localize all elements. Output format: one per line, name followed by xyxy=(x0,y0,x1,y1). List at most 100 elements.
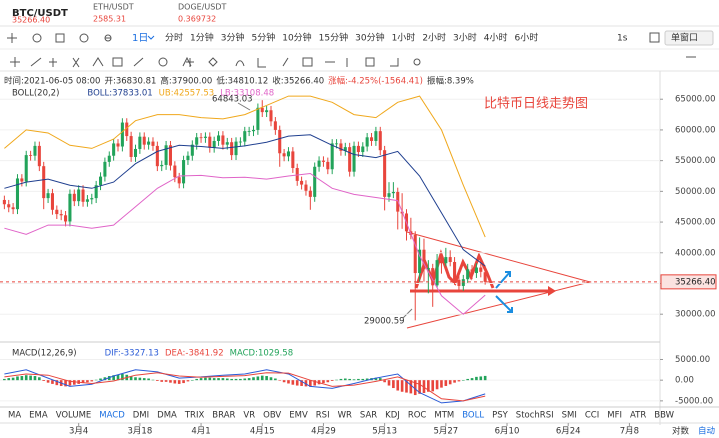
period-tab[interactable]: 30分钟 xyxy=(355,32,384,44)
period-tab[interactable]: 6小时 xyxy=(515,32,539,44)
macd-bar xyxy=(230,378,233,381)
ticker-symbol[interactable]: BTC/USDT xyxy=(12,8,68,19)
macd-bar xyxy=(217,378,220,381)
indicator-tab[interactable]: TRIX xyxy=(184,411,205,421)
macd-bar xyxy=(265,376,268,381)
candle-body xyxy=(431,268,435,286)
macd-bar xyxy=(256,376,260,381)
x-tick-label: 6月24 xyxy=(556,427,581,437)
indicator-tab[interactable]: VR xyxy=(243,411,255,421)
indicator-tab[interactable]: EMV xyxy=(289,411,308,421)
indicator-tab[interactable]: BBW xyxy=(654,411,674,421)
candle-body xyxy=(308,190,312,197)
indicator-tab[interactable]: ROC xyxy=(408,411,427,421)
indicator-tab[interactable]: PSY xyxy=(492,411,509,421)
toolbar-icons[interactable] xyxy=(7,32,696,68)
indicator-tab[interactable]: KDJ xyxy=(385,411,400,421)
indicator-tab[interactable]: CCI xyxy=(585,411,599,421)
chart-annotation: 比特币日线走势图 xyxy=(484,96,588,112)
candle-body xyxy=(378,131,382,151)
candle-body xyxy=(278,129,282,154)
indicator-tab[interactable]: SAR xyxy=(360,411,377,421)
window-mode[interactable]: 单窗口 xyxy=(671,32,698,44)
period-tab[interactable]: 3小时 xyxy=(453,32,477,44)
ticker-symbol[interactable]: DOGE/USDT xyxy=(178,3,227,12)
macd-bar xyxy=(225,378,229,381)
x-tick-label: 6月10 xyxy=(495,427,520,437)
indicator-tab[interactable]: DMA xyxy=(157,411,177,421)
candle-body xyxy=(7,204,11,208)
macd-bar xyxy=(156,380,159,381)
indicator-tab[interactable]: DMI xyxy=(133,411,149,421)
candle-body xyxy=(435,260,439,286)
candle-body xyxy=(234,141,238,156)
macd-bar xyxy=(483,375,487,381)
macd-bar xyxy=(199,378,203,381)
indicator-name[interactable]: BOLL(20,2) xyxy=(12,89,59,99)
candle-body xyxy=(251,129,256,132)
candle-body xyxy=(112,143,116,156)
macd-bar xyxy=(208,377,212,381)
indicator-tab[interactable]: StochRSI xyxy=(516,411,554,421)
dropdown-arrow[interactable] xyxy=(147,35,155,40)
period-tab[interactable]: 4小时 xyxy=(484,32,508,44)
indicator-tab[interactable]: RSI xyxy=(316,411,330,421)
indicator-line xyxy=(4,172,486,315)
speed-toggle[interactable]: 1s xyxy=(617,34,628,44)
axis-mode[interactable]: 自动 xyxy=(698,426,716,437)
period-tab[interactable]: 分时 xyxy=(165,32,183,44)
macd-bar xyxy=(182,380,185,384)
candle-body xyxy=(352,145,356,172)
indicator-tab[interactable]: ATR xyxy=(630,411,646,421)
y-tick-label: 30000.00 xyxy=(675,310,716,320)
indicator-tab[interactable]: MFI xyxy=(607,411,622,421)
candle-body xyxy=(483,272,487,282)
candle-body xyxy=(160,164,164,167)
ticker-symbol[interactable]: ETH/USDT xyxy=(93,3,134,12)
indicator-tab[interactable]: OBV xyxy=(263,411,281,421)
candle-body xyxy=(413,234,417,274)
indicator-tab[interactable]: BRAR xyxy=(212,411,235,421)
candle-body xyxy=(466,269,470,280)
indicator-tab[interactable]: VOLUME xyxy=(56,411,92,421)
period-tab[interactable]: 5分钟 xyxy=(251,32,275,44)
candle-body xyxy=(461,279,465,286)
window-button[interactable] xyxy=(664,30,714,46)
candle-body xyxy=(387,193,391,197)
macd-bar xyxy=(444,380,448,386)
indicator-tab[interactable]: MTM xyxy=(434,411,454,421)
candle-body xyxy=(286,151,291,157)
axis-mode[interactable]: 对数 xyxy=(672,426,690,437)
indicator-tab[interactable]: MACD xyxy=(99,411,125,421)
period-tab[interactable]: 10分钟 xyxy=(282,32,311,44)
candle-body xyxy=(474,267,478,274)
candle-body xyxy=(470,269,474,274)
candle-body xyxy=(448,257,452,262)
period-tab[interactable]: 1小时 xyxy=(392,32,416,44)
macd-bar xyxy=(383,380,386,383)
period-tab[interactable]: 15分钟 xyxy=(319,32,348,44)
indicator-tab[interactable]: WR xyxy=(338,411,352,421)
macd-bar xyxy=(147,378,150,381)
candle-body xyxy=(94,185,98,199)
indicator-tab[interactable]: BOLL xyxy=(462,411,484,421)
candle-body xyxy=(42,166,46,199)
interval-select[interactable]: 1日 xyxy=(132,33,148,44)
period-tab[interactable]: 1分钟 xyxy=(190,32,214,44)
macd-bar xyxy=(29,375,32,381)
indicator-name[interactable]: MACD(12,26,9) xyxy=(12,349,77,359)
macd-bar xyxy=(33,376,37,381)
period-tab[interactable]: 2小时 xyxy=(422,32,446,44)
indicator-tab[interactable]: SMI xyxy=(562,411,577,421)
candle-body xyxy=(195,137,199,145)
candle-body xyxy=(238,141,242,143)
candle-body xyxy=(317,160,321,167)
macd-bar xyxy=(309,380,312,387)
period-tab[interactable]: 3分钟 xyxy=(221,32,245,44)
macd-bar xyxy=(90,380,94,382)
macd-bar xyxy=(129,376,133,381)
candle-body xyxy=(11,207,15,210)
indicator-tab[interactable]: MA xyxy=(8,411,21,421)
indicator-tab[interactable]: EMA xyxy=(29,411,48,421)
candle-body xyxy=(55,209,59,215)
